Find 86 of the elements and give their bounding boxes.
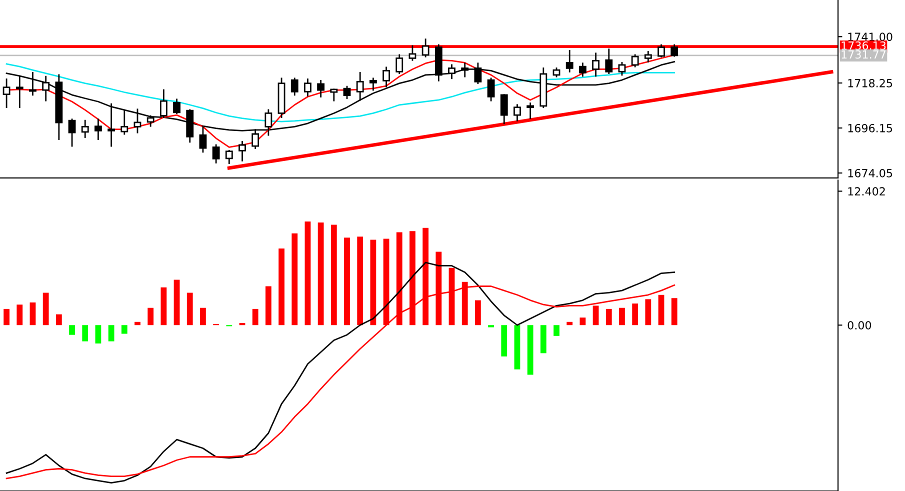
bar [671,298,678,326]
bar [540,325,546,354]
bar [42,292,49,326]
candlestick [670,44,678,57]
candlestick [487,78,495,102]
candlestick [330,88,338,102]
candlestick [605,48,613,74]
bar [265,286,272,326]
candlestick [592,52,600,77]
bar [606,308,612,326]
bar [566,322,573,326]
candlestick [578,62,586,77]
bar [95,325,102,344]
candlestick [382,66,390,88]
bar [108,325,114,342]
candlestick [16,76,24,108]
bar [318,222,324,326]
bar [82,325,88,342]
bar [278,248,284,326]
bar [370,240,376,326]
candlestick [526,102,534,120]
ref-line-label: 1731.77 [842,50,886,59]
ref-line-label: 1736.13 [842,41,886,50]
bar [134,322,140,326]
y-tick-label: 0.00 [848,321,872,330]
candlestick [317,80,325,98]
candlestick [68,118,76,147]
y-tick-label: 12.402 [848,187,885,196]
bar [357,236,364,326]
candlestick [396,54,404,74]
bar [252,308,258,326]
bar [527,325,534,375]
bar [592,306,599,326]
bar [330,224,337,326]
candlestick [160,89,168,118]
candlestick [500,94,508,124]
bar [474,300,481,326]
bar [186,292,193,326]
candlestick [448,64,456,80]
candlestick [94,118,102,140]
bar [632,304,638,326]
bar [16,304,23,326]
bar [292,233,298,326]
candlestick [658,44,665,58]
candlestick [422,38,430,58]
y-tick-label: 1674.05 [848,168,892,178]
bar [501,325,508,356]
bar [174,280,180,326]
candlestick [290,78,298,96]
bar [658,294,664,326]
y-tick-label: 1696.15 [848,124,892,132]
candlestick [369,78,377,91]
bar [580,318,586,326]
y-tick-label: 1718.25 [848,78,892,88]
candlestick [408,45,416,61]
bar [160,287,167,326]
candlestick [618,62,626,76]
bar [148,308,154,326]
candlestick [81,120,89,138]
candlestick [514,104,521,122]
bar [200,308,206,326]
candlestick [631,54,639,68]
candlestick [173,98,180,114]
candlestick [225,150,233,164]
candlestick [238,141,246,162]
candlestick [146,115,154,127]
candlestick [566,50,574,72]
candlestick [343,86,351,100]
candlestick [356,72,364,101]
candlestick [2,78,10,108]
bar [56,314,62,326]
bar [645,299,652,326]
bar [69,325,75,335]
bar [121,325,128,334]
bar [4,308,10,326]
candlestick [29,72,36,96]
bar [514,325,520,370]
candlestick [304,78,312,96]
bar [344,238,350,326]
bar [30,302,36,326]
candlestick [42,76,50,102]
bar [304,221,311,326]
bar [554,325,560,336]
candlestick [644,51,652,62]
candlestick [212,144,220,164]
bar [619,308,625,326]
